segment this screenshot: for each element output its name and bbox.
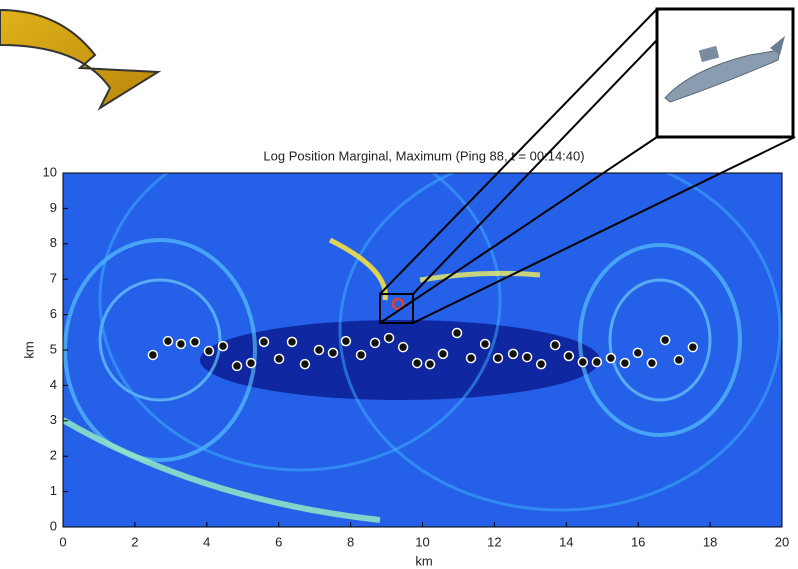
buoy-point: [314, 346, 323, 355]
buoy-point: [163, 337, 172, 346]
buoy-point: [592, 358, 601, 367]
y-tick-label: 4: [50, 377, 57, 392]
buoy-point: [453, 329, 462, 338]
y-axis-label: km: [21, 341, 36, 358]
buoy-point: [564, 352, 573, 361]
buoy-point: [218, 342, 227, 351]
chart: Log Position Marginal, Maximum (Ping 88,…: [0, 0, 798, 569]
buoy-point: [247, 359, 256, 368]
x-tick-label: 8: [347, 534, 354, 549]
buoy-point: [620, 359, 629, 368]
buoy-point: [300, 360, 309, 369]
buoy-point: [606, 354, 615, 363]
buoy-point: [148, 350, 157, 359]
y-tick-label: 8: [50, 235, 57, 250]
y-tick-label: 6: [50, 306, 57, 321]
y-tick-label: 3: [50, 412, 57, 427]
buoy-point: [674, 355, 683, 364]
buoy-point: [493, 354, 502, 363]
buoy-point: [551, 341, 560, 350]
x-tick-label: 16: [631, 534, 645, 549]
x-tick-label: 0: [59, 534, 66, 549]
x-axis-label: km: [415, 553, 432, 568]
buoy-point: [661, 336, 670, 345]
y-tick-label: 9: [50, 200, 57, 215]
buoy-point: [385, 333, 394, 342]
decorative-arrow: [0, 10, 158, 108]
x-tick-label: 4: [203, 534, 210, 549]
buoy-point: [328, 348, 337, 357]
heatmap: [63, 130, 782, 527]
x-tick-label: 2: [131, 534, 138, 549]
buoy-point: [438, 349, 447, 358]
x-tick-label: 18: [703, 534, 717, 549]
buoy-point: [523, 353, 532, 362]
buoy-point: [413, 359, 422, 368]
y-tick-label: 2: [50, 448, 57, 463]
buoy-point: [232, 361, 241, 370]
buoy-point: [688, 343, 697, 352]
buoy-point: [426, 360, 435, 369]
y-tick-label: 10: [43, 164, 57, 179]
chart-title: Log Position Marginal, Maximum (Ping 88,…: [263, 148, 584, 163]
x-tick-label: 14: [559, 534, 573, 549]
page: Log Position Marginal, Maximum (Ping 88,…: [0, 0, 798, 569]
buoy-point: [509, 349, 518, 358]
buoy-point: [259, 337, 268, 346]
buoy-point: [578, 358, 587, 367]
x-tick-label: 6: [275, 534, 282, 549]
buoy-point: [647, 359, 656, 368]
x-tick-label: 12: [487, 534, 501, 549]
buoy-point: [275, 354, 284, 363]
buoy-point: [341, 337, 350, 346]
buoy-point: [176, 339, 185, 348]
x-tick-label: 10: [415, 534, 429, 549]
buoy-point: [371, 338, 380, 347]
x-tick-label: 20: [775, 534, 789, 549]
y-tick-label: 1: [50, 483, 57, 498]
buoy-point: [288, 337, 297, 346]
y-tick-label: 0: [50, 518, 57, 533]
buoy-point: [399, 343, 408, 352]
buoy-point: [481, 339, 490, 348]
buoy-point: [633, 348, 642, 357]
buoy-point: [204, 347, 213, 356]
y-tick-label: 7: [50, 271, 57, 286]
buoy-point: [537, 360, 546, 369]
buoy-point: [357, 350, 366, 359]
buoy-point: [190, 337, 199, 346]
buoy-point: [467, 354, 476, 363]
y-tick-label: 5: [50, 341, 57, 356]
